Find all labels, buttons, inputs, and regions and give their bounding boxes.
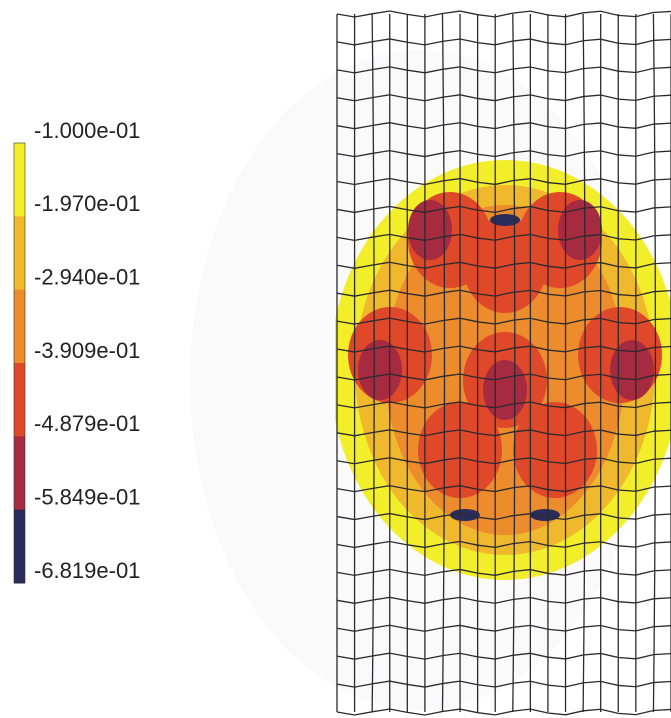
legend: -1.000e-01 -1.970e-01 -2.940e-01 -3.909e-01… [14,118,140,584]
legend-swatch [14,436,25,510]
legend-label: -1.000e-01 [34,118,140,143]
contour-region [490,214,520,226]
legend-label: -1.970e-01 [34,191,140,216]
legend-swatch [14,216,25,290]
legend-label: -5.849e-01 [34,484,140,509]
mesh-line [337,11,671,17]
legend-label: -6.819e-01 [34,558,140,583]
mesh-line [337,709,671,715]
contour-plot: -1.000e-01 -1.970e-01 -2.940e-01 -3.909e-01… [0,0,671,718]
page: -1.000e-01 -1.970e-01 -2.940e-01 -3.909e-01… [0,0,671,718]
contour-region [358,340,402,400]
legend-label: -4.879e-01 [34,411,140,436]
legend-swatch [14,363,25,437]
legend-swatch [14,510,25,584]
legend-label: -3.909e-01 [34,338,140,363]
legend-label: -2.940e-01 [34,264,140,289]
contour-region [483,360,527,420]
mesh-line [337,39,671,45]
legend-swatch [14,290,25,364]
legend-swatch [14,143,25,217]
contour-field [330,160,671,580]
